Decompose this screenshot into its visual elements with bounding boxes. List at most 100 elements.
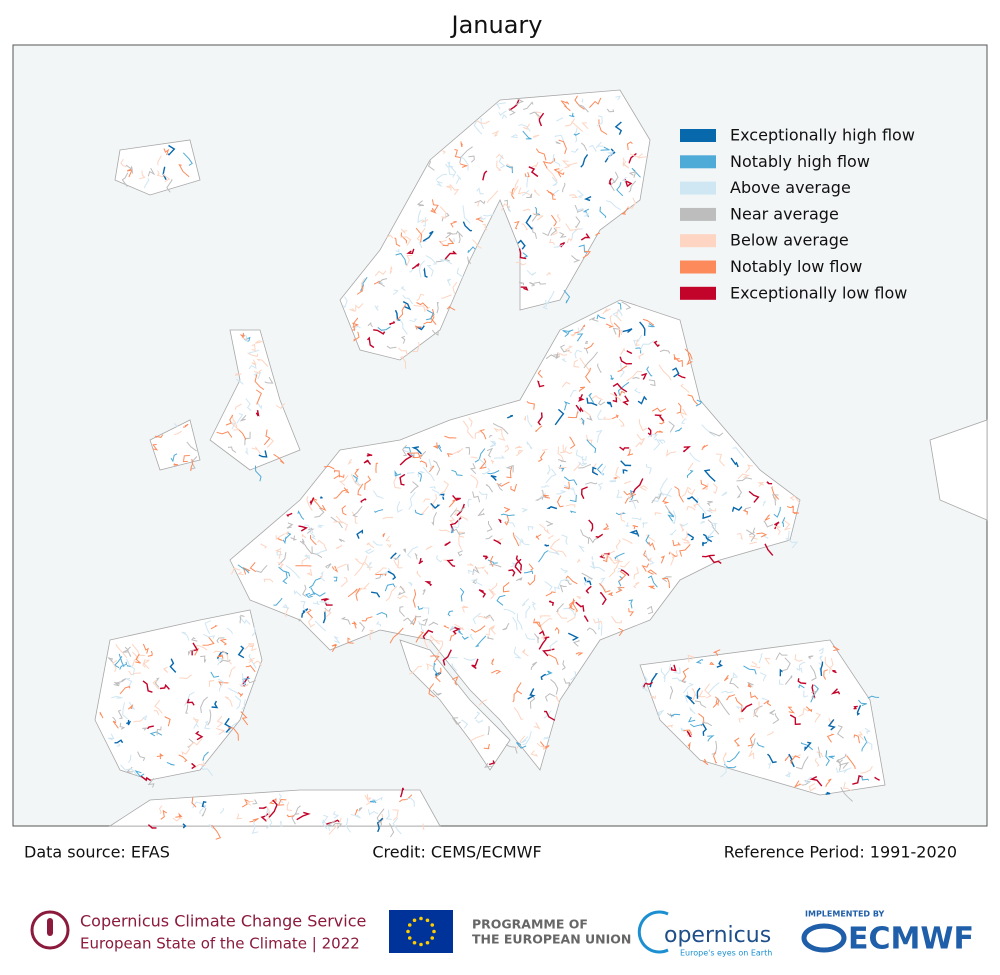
river bbox=[474, 635, 487, 648]
river bbox=[569, 436, 576, 449]
river bbox=[392, 557, 400, 568]
river bbox=[619, 446, 630, 451]
river bbox=[400, 228, 408, 234]
river bbox=[362, 582, 370, 590]
river bbox=[620, 569, 630, 577]
river bbox=[182, 423, 189, 428]
river bbox=[843, 781, 852, 792]
river bbox=[273, 453, 285, 465]
river bbox=[603, 523, 610, 530]
river bbox=[577, 104, 589, 113]
river bbox=[274, 548, 282, 559]
river bbox=[143, 178, 150, 189]
eu-logo: PROGRAMME OF THE EUROPEAN UNION bbox=[389, 910, 631, 953]
river bbox=[399, 319, 408, 335]
river bbox=[219, 808, 224, 814]
river bbox=[591, 466, 599, 476]
river bbox=[444, 250, 458, 260]
river bbox=[424, 580, 433, 587]
river bbox=[321, 598, 330, 602]
river bbox=[588, 392, 595, 403]
river bbox=[489, 440, 497, 448]
river bbox=[235, 378, 244, 385]
river bbox=[736, 477, 753, 482]
river bbox=[703, 469, 716, 482]
river bbox=[832, 669, 837, 674]
river bbox=[398, 347, 408, 356]
river bbox=[798, 684, 805, 689]
river bbox=[333, 474, 345, 480]
river bbox=[615, 466, 621, 479]
river bbox=[244, 644, 255, 651]
river bbox=[508, 569, 516, 577]
river bbox=[503, 506, 511, 513]
river bbox=[226, 627, 233, 635]
river bbox=[356, 529, 364, 539]
river bbox=[641, 563, 650, 572]
river bbox=[450, 221, 457, 228]
river bbox=[251, 627, 257, 637]
river bbox=[686, 730, 692, 738]
river bbox=[425, 255, 438, 265]
river bbox=[570, 671, 577, 681]
ecmwf-logo: IMPLEMENTED BY ECMWF bbox=[801, 910, 974, 957]
river bbox=[589, 144, 597, 152]
river bbox=[112, 720, 119, 729]
river bbox=[121, 172, 129, 187]
river bbox=[122, 646, 129, 653]
river bbox=[486, 447, 494, 458]
river bbox=[566, 238, 573, 244]
river bbox=[390, 552, 397, 560]
river bbox=[860, 766, 873, 774]
river bbox=[320, 571, 326, 582]
river bbox=[227, 687, 239, 694]
river bbox=[188, 649, 195, 656]
river bbox=[420, 218, 429, 224]
river bbox=[546, 272, 551, 276]
river bbox=[484, 762, 492, 769]
river bbox=[569, 599, 576, 611]
river bbox=[599, 592, 607, 606]
river bbox=[583, 577, 592, 586]
river bbox=[527, 526, 534, 531]
river bbox=[477, 615, 492, 620]
river bbox=[234, 403, 242, 410]
river bbox=[372, 796, 383, 802]
river bbox=[402, 294, 414, 305]
river bbox=[636, 433, 646, 444]
river bbox=[446, 305, 456, 311]
river bbox=[412, 454, 423, 459]
river bbox=[416, 302, 429, 309]
eu-line2: THE EUROPEAN UNION bbox=[472, 932, 631, 947]
river bbox=[323, 609, 332, 618]
river bbox=[667, 724, 674, 728]
river bbox=[355, 587, 361, 601]
river bbox=[216, 637, 225, 644]
river bbox=[583, 351, 598, 369]
river bbox=[702, 721, 713, 727]
river bbox=[216, 715, 224, 728]
river bbox=[282, 571, 288, 585]
river bbox=[179, 674, 192, 680]
river bbox=[185, 704, 189, 714]
river bbox=[698, 690, 706, 698]
river bbox=[527, 415, 533, 428]
river bbox=[545, 468, 557, 484]
river bbox=[516, 742, 527, 749]
river bbox=[347, 459, 353, 466]
river bbox=[111, 695, 123, 699]
river bbox=[687, 462, 694, 471]
river bbox=[543, 736, 551, 741]
river bbox=[125, 164, 134, 174]
river bbox=[352, 322, 359, 328]
river bbox=[534, 496, 544, 501]
river bbox=[275, 533, 285, 541]
river bbox=[453, 507, 458, 516]
river bbox=[245, 398, 252, 411]
river bbox=[467, 498, 472, 508]
river bbox=[557, 213, 561, 222]
river bbox=[260, 543, 268, 549]
river bbox=[146, 725, 154, 730]
river bbox=[534, 633, 540, 644]
river bbox=[538, 635, 548, 650]
